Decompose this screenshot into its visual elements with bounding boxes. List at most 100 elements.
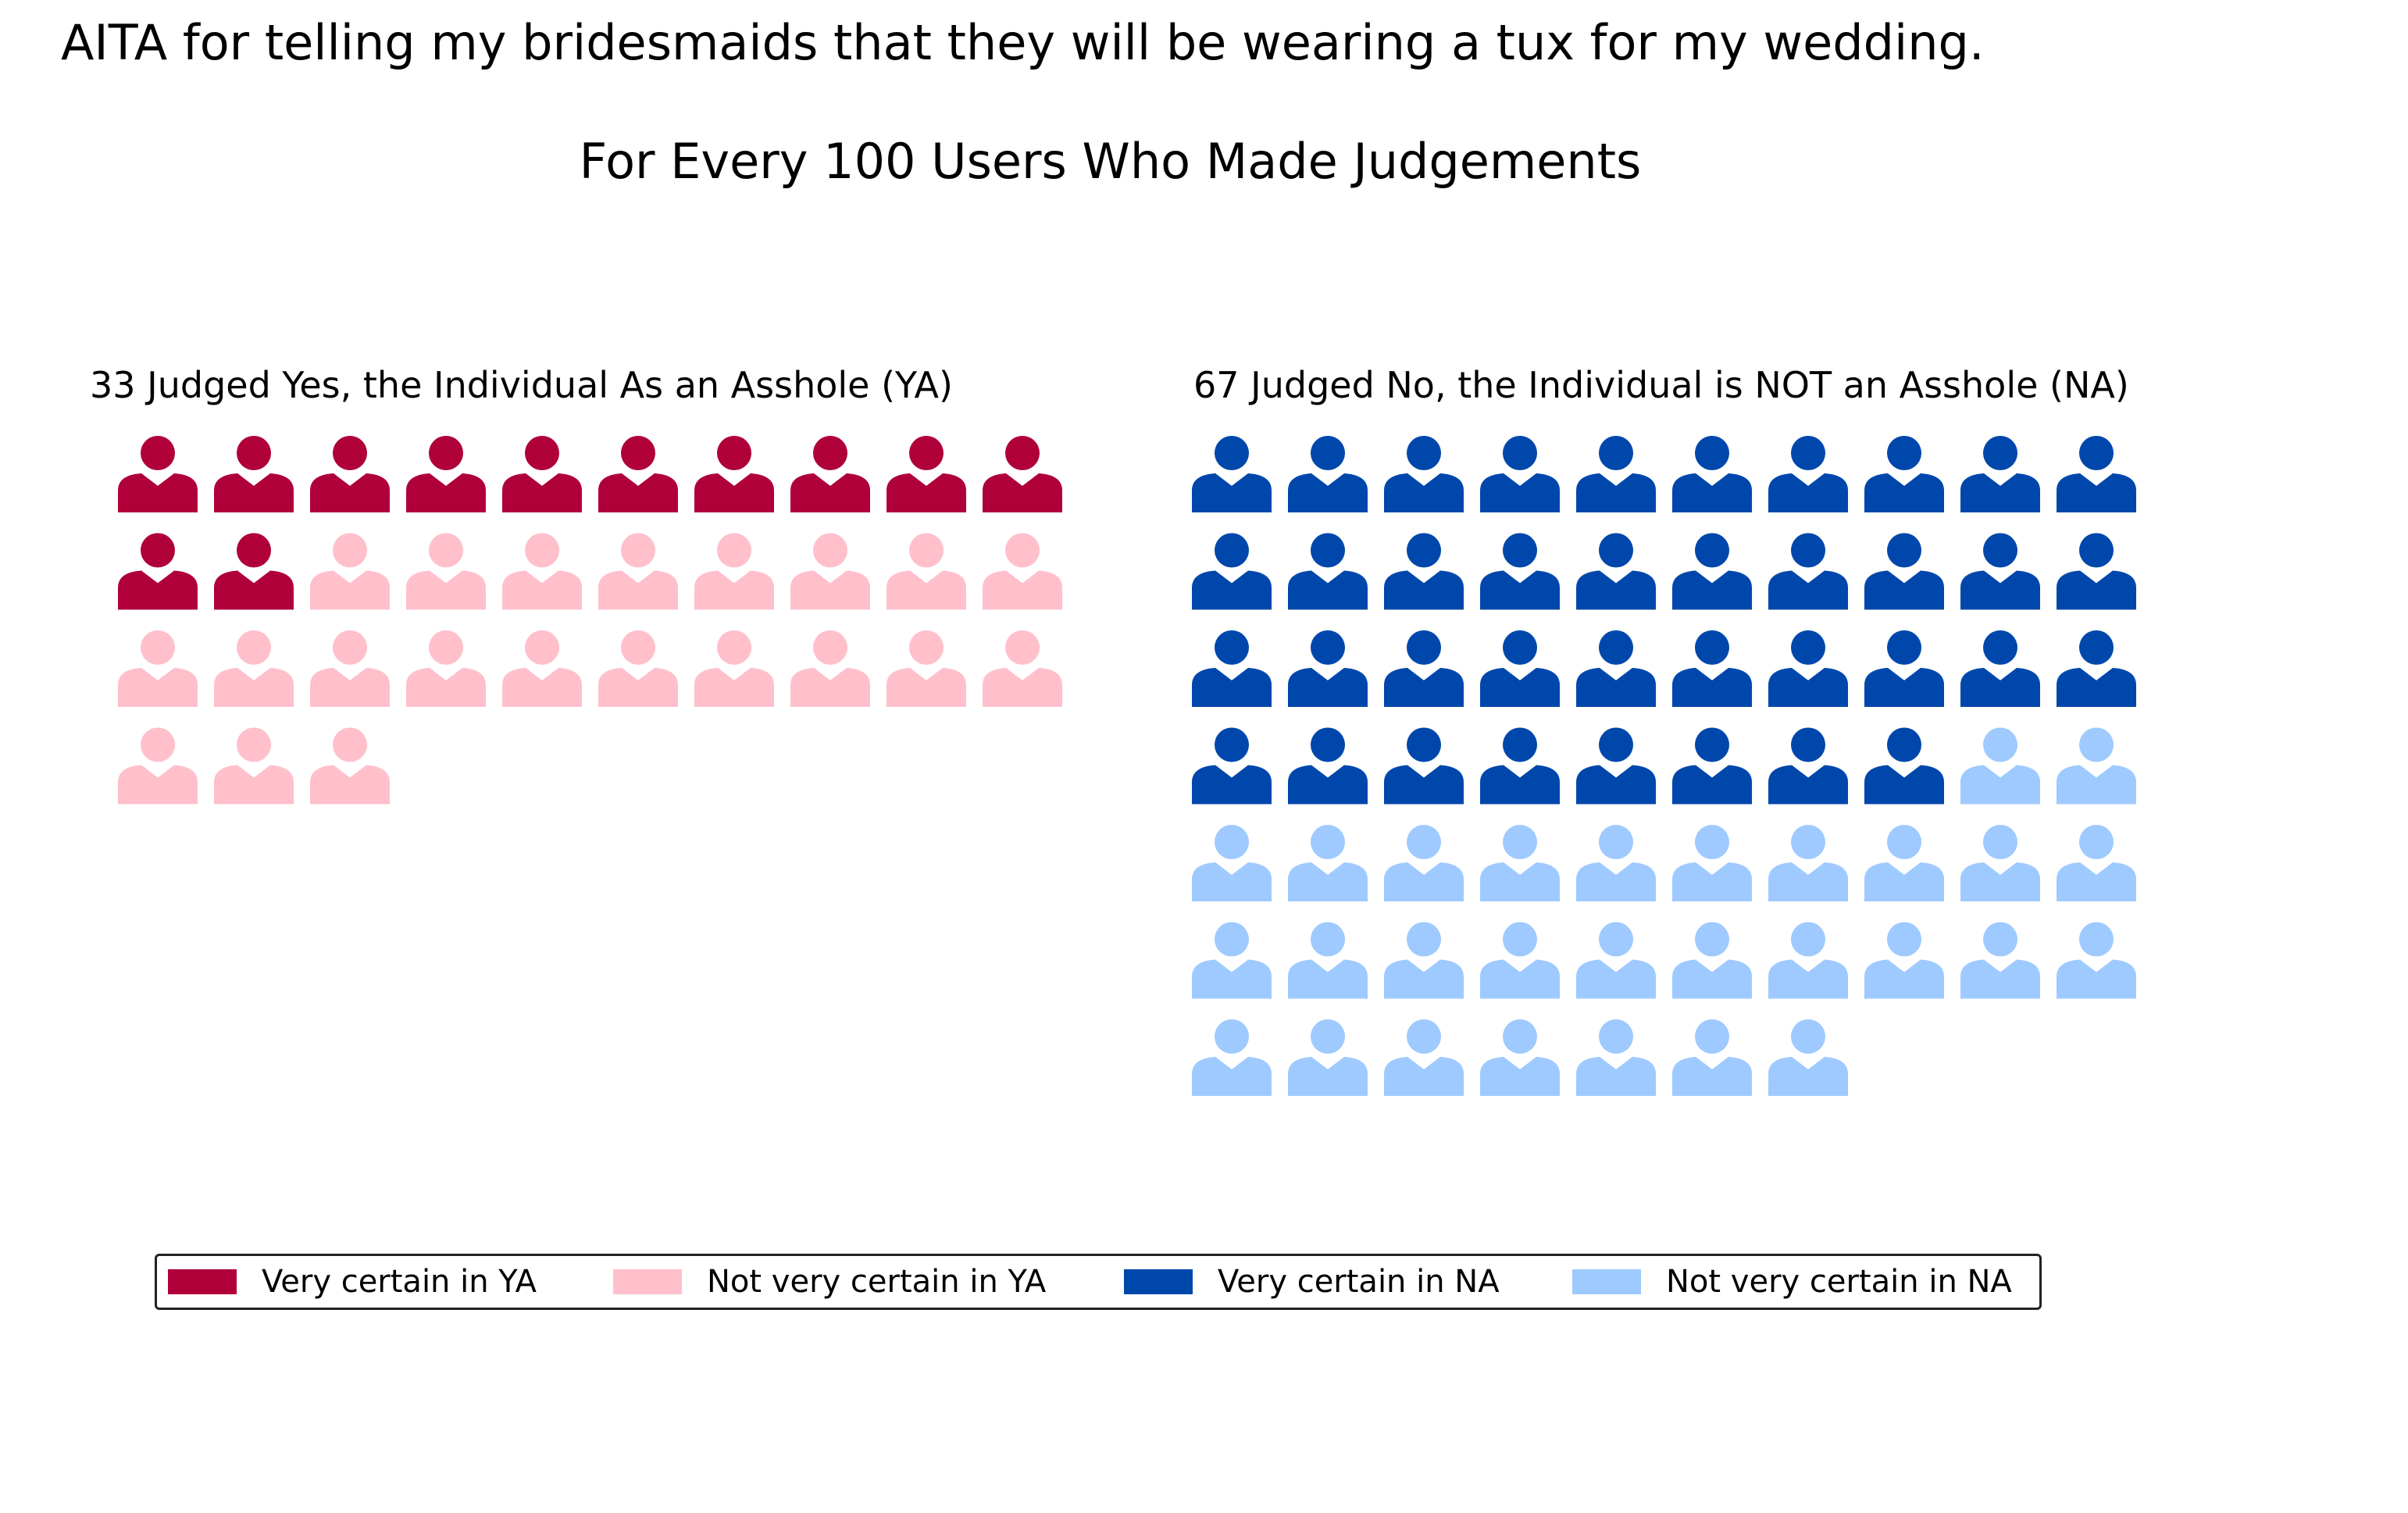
person-icon-head — [1503, 436, 1537, 470]
person-icon — [790, 436, 870, 512]
person-icon — [1192, 1019, 1272, 1096]
person-icon — [1288, 436, 1368, 512]
person-icon-head — [1215, 922, 1249, 957]
person-icon-body — [1288, 959, 1368, 999]
person-icon-head — [1407, 922, 1441, 957]
person-icon-body — [1480, 959, 1560, 999]
person-icon-head — [1407, 533, 1441, 568]
person-icon-body — [406, 570, 486, 610]
person-icon-head — [1887, 436, 1921, 470]
person-icon-body — [214, 668, 294, 707]
person-icon-head — [2079, 922, 2114, 957]
person-icon-body — [1576, 473, 1656, 512]
person-icon — [1480, 630, 1560, 707]
person-icon-body — [310, 473, 390, 512]
person-icon-body — [1192, 1057, 1272, 1096]
person-icon-head — [525, 630, 559, 665]
person-icon — [214, 436, 294, 512]
person-icon-body — [1864, 570, 1944, 610]
person-icon-head — [909, 436, 944, 470]
person-icon-head — [237, 630, 271, 665]
person-icon-head — [1599, 630, 1633, 665]
person-icon-body — [1768, 765, 1848, 805]
person-icon — [2057, 922, 2136, 999]
person-icon — [1480, 1019, 1560, 1096]
person-icon — [694, 630, 774, 707]
person-icon — [1576, 436, 1656, 512]
person-icon-body — [598, 473, 678, 512]
person-icon-body — [598, 570, 678, 610]
person-icon-body — [1768, 473, 1848, 512]
person-icon — [1960, 630, 2040, 707]
person-icon-body — [2057, 959, 2136, 999]
person-icon-head — [1791, 922, 1825, 957]
person-icon-head — [1311, 727, 1345, 762]
person-icon-body — [1288, 668, 1368, 707]
person-icon-body — [1864, 765, 1944, 805]
person-icon — [214, 630, 294, 707]
person-icon-head — [1695, 533, 1729, 568]
person-icon-head — [429, 630, 463, 665]
person-icon — [983, 533, 1062, 610]
person-icon-body — [118, 570, 198, 610]
person-icon-head — [2079, 533, 2114, 568]
person-icon — [1672, 922, 1752, 999]
person-icon — [694, 436, 774, 512]
person-icon-body — [2057, 668, 2136, 707]
person-icon-head — [1407, 630, 1441, 665]
person-icon-body — [118, 668, 198, 707]
person-icon — [1768, 533, 1848, 610]
person-icon-body — [310, 570, 390, 610]
person-icon-head — [1887, 533, 1921, 568]
person-icon-head — [1599, 825, 1633, 859]
person-icon-head — [1695, 436, 1729, 470]
person-icon — [694, 533, 774, 610]
person-icon — [1768, 922, 1848, 999]
person-icon — [1768, 436, 1848, 512]
person-icon — [214, 727, 294, 805]
person-icon-body — [406, 473, 486, 512]
person-icon-body — [1768, 959, 1848, 999]
person-icon-body — [1480, 1057, 1560, 1096]
person-icon — [1672, 630, 1752, 707]
person-icon-head — [2079, 436, 2114, 470]
legend-label: Very certain in NA — [1218, 1264, 1500, 1300]
person-icon-head — [1215, 1019, 1249, 1054]
person-icon-body — [1480, 473, 1560, 512]
person-icon-head — [1005, 630, 1040, 665]
person-icon-body — [1192, 862, 1272, 901]
legend-swatch — [613, 1269, 682, 1294]
person-icon-head — [1791, 1019, 1825, 1054]
person-icon-head — [1311, 1019, 1345, 1054]
person-icon — [790, 533, 870, 610]
person-icon — [1480, 533, 1560, 610]
person-icon-body — [1864, 473, 1944, 512]
person-icon — [1192, 630, 1272, 707]
person-icon-body — [502, 570, 582, 610]
person-icon — [406, 533, 486, 610]
person-icon — [2057, 436, 2136, 512]
person-icon-body — [1384, 570, 1464, 610]
person-icon-head — [1695, 630, 1729, 665]
person-icon-body — [1480, 570, 1560, 610]
person-icon-body — [214, 473, 294, 512]
person-icon — [1768, 1019, 1848, 1096]
person-icon-head — [1599, 436, 1633, 470]
person-icon — [1576, 922, 1656, 999]
person-icon-head — [1503, 1019, 1537, 1054]
person-icon — [118, 630, 198, 707]
person-icon-head — [1791, 825, 1825, 859]
person-icon-body — [1672, 765, 1752, 805]
legend-swatch — [168, 1269, 237, 1294]
person-icon — [310, 436, 390, 512]
person-icon-head — [1407, 1019, 1441, 1054]
person-icon — [1960, 533, 2040, 610]
person-icon-head — [1215, 436, 1249, 470]
person-icon — [1768, 630, 1848, 707]
person-icon-body — [1672, 473, 1752, 512]
person-icon — [1672, 533, 1752, 610]
person-icon-body — [598, 668, 678, 707]
person-icon-body — [1288, 765, 1368, 805]
person-icon-head — [1215, 727, 1249, 762]
person-icon-body — [1192, 570, 1272, 610]
